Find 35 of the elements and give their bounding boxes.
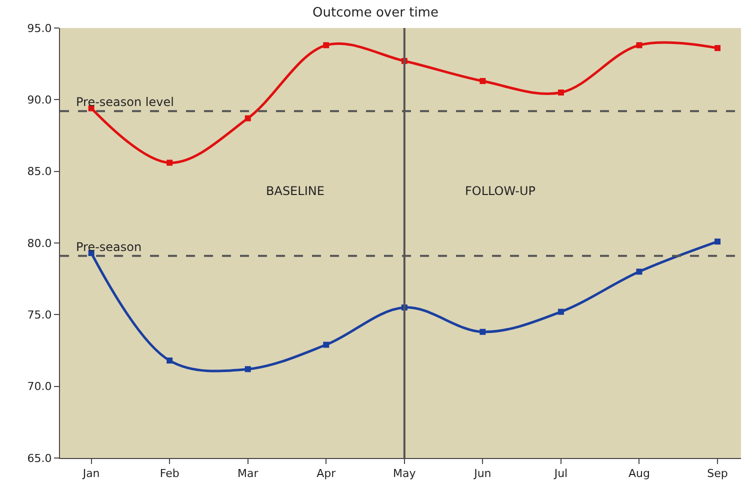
x-tick-label: Mar: [237, 467, 259, 480]
point: [636, 42, 642, 48]
y-tick-label: 80.0: [27, 236, 52, 250]
y-tick-label: 75.0: [27, 308, 52, 322]
point: [323, 42, 330, 48]
point: [558, 308, 564, 315]
point: [480, 78, 486, 84]
point: [636, 268, 642, 275]
x-tick-label: Aug: [628, 467, 650, 480]
point: [714, 45, 721, 52]
point: [714, 238, 721, 245]
x-tick-label: Jan: [82, 467, 100, 480]
x-tick-label: Jul: [553, 467, 568, 480]
point: [244, 366, 251, 372]
point: [480, 328, 486, 335]
x-tick-label: Apr: [316, 467, 336, 480]
y-tick-label: 85.0: [27, 165, 52, 178]
point: [166, 160, 173, 166]
x-tick-label: May: [393, 467, 416, 480]
point: [323, 342, 330, 348]
x-tick-label: Sep: [707, 467, 728, 480]
y-tick-label: 90.0: [27, 94, 52, 107]
x-tick-label: Feb: [160, 467, 180, 480]
y-tick-label: 70.0: [27, 380, 52, 394]
point: [244, 115, 251, 122]
annotation: BASELINE: [266, 184, 324, 198]
ref-line-label: Pre-season level: [76, 95, 174, 109]
chart-title: Outcome over time: [312, 5, 438, 20]
point: [166, 358, 173, 364]
y-tick-label: 65.0: [27, 452, 52, 465]
x-tick-label: Jun: [473, 467, 492, 480]
ref-line-label: Pre-season: [76, 240, 142, 254]
y-tick-label: 95.0: [27, 22, 52, 35]
annotation: FOLLOW-UP: [465, 184, 536, 198]
point: [558, 90, 564, 96]
